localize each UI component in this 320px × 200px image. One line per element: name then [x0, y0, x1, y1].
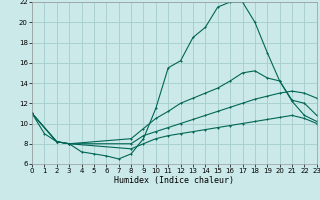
X-axis label: Humidex (Indice chaleur): Humidex (Indice chaleur) [115, 176, 234, 185]
